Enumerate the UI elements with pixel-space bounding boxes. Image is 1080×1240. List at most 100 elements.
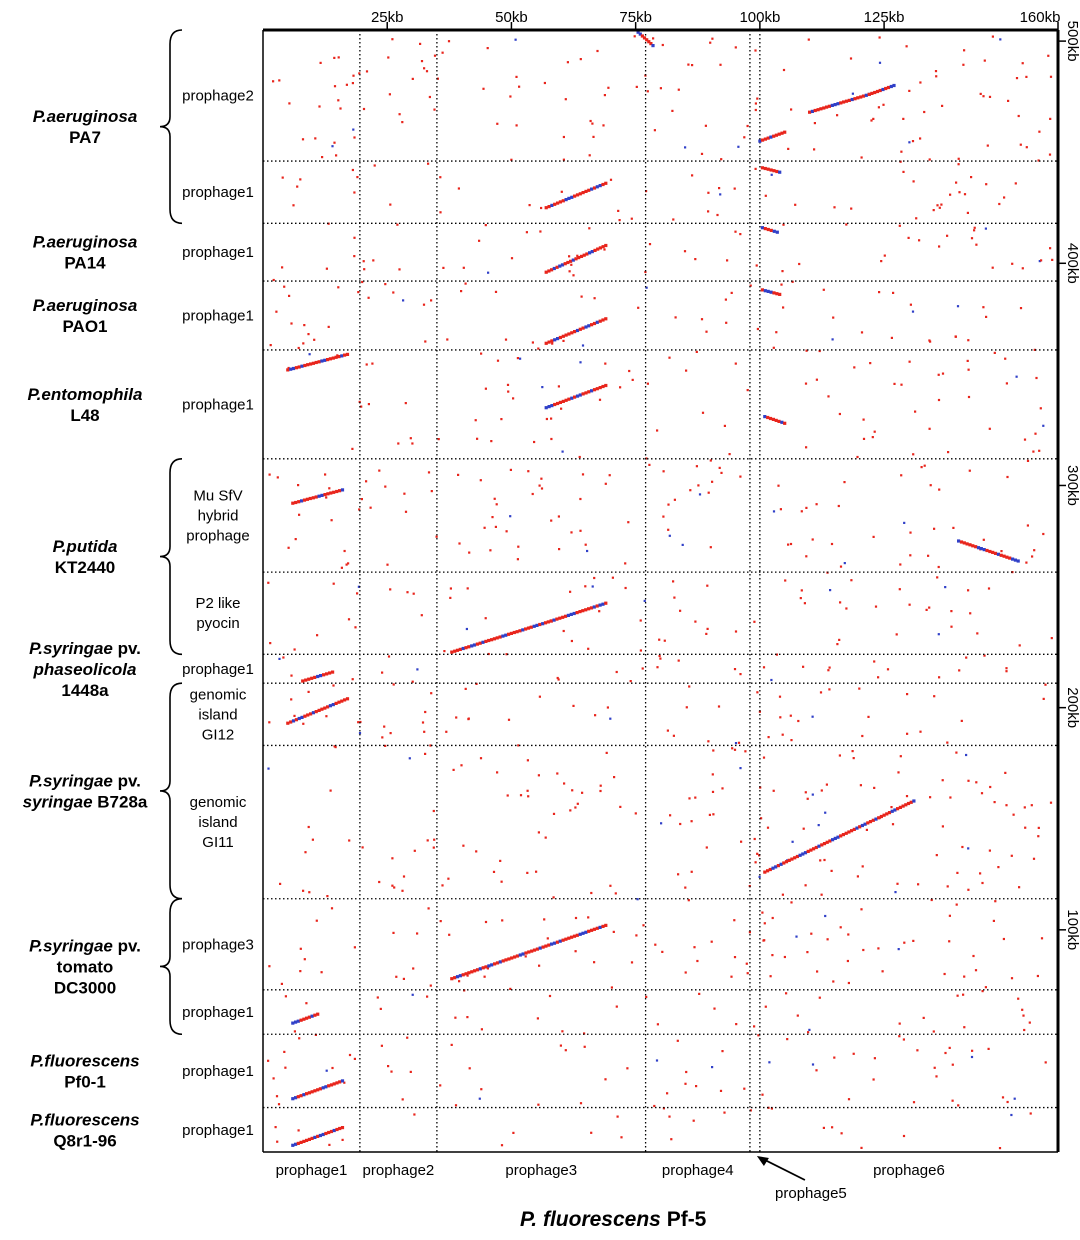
background-dot xyxy=(938,206,941,209)
background-dot xyxy=(684,886,687,889)
alignment-point xyxy=(493,962,497,966)
alignment-point xyxy=(896,807,900,811)
alignment-point xyxy=(827,104,831,108)
alignment-point xyxy=(313,1013,317,1017)
background-dot xyxy=(343,1081,346,1084)
background-dot xyxy=(404,402,407,405)
alignment-point xyxy=(598,603,602,607)
background-dot xyxy=(903,941,906,944)
alignment-point xyxy=(560,263,565,267)
background-dot xyxy=(800,510,803,513)
background-dot xyxy=(292,204,295,207)
background-dot xyxy=(610,986,613,989)
background-dot xyxy=(576,254,579,257)
background-dot xyxy=(293,648,296,651)
alignment-point xyxy=(642,36,647,40)
alignment-point xyxy=(774,418,778,422)
alignment-point xyxy=(467,971,471,975)
background-dot xyxy=(279,882,282,885)
background-dot xyxy=(527,470,530,473)
alignment-point xyxy=(870,91,874,95)
alignment-point xyxy=(810,109,814,113)
background-dot xyxy=(763,939,766,942)
alignment-point xyxy=(889,84,893,89)
alignment-point xyxy=(294,366,298,370)
alignment-point xyxy=(338,1080,342,1084)
background-dot xyxy=(828,666,831,669)
alignment-point xyxy=(581,326,585,330)
alignment-point xyxy=(307,1091,311,1095)
alignment-point xyxy=(779,862,783,866)
background-dot xyxy=(619,805,622,808)
organism-label: P.entomophila xyxy=(28,385,143,404)
alignment-point xyxy=(481,966,485,970)
background-dot xyxy=(384,485,387,488)
background-dot xyxy=(525,231,528,234)
background-dot xyxy=(556,676,559,680)
background-dot xyxy=(564,1049,567,1052)
alignment-point xyxy=(504,958,508,962)
alignment-point xyxy=(490,963,494,967)
alignment-point xyxy=(305,1016,309,1020)
organism-label-part: P.aeruginosa xyxy=(33,107,138,126)
background-dot xyxy=(590,1131,593,1134)
alignment-segment xyxy=(544,317,608,345)
background-dot xyxy=(411,442,414,445)
alignment-point xyxy=(578,192,582,196)
background-dot xyxy=(429,744,432,747)
x-tick-label: 125kb xyxy=(864,9,905,26)
background-dot xyxy=(980,792,984,795)
background-dot xyxy=(297,346,300,350)
alignment-point xyxy=(507,957,511,961)
background-dot xyxy=(908,89,911,92)
background-dot xyxy=(667,503,670,506)
background-dot xyxy=(449,587,452,590)
alignment-point xyxy=(302,1139,306,1143)
alignment-point xyxy=(906,801,911,806)
background-dot xyxy=(668,534,671,537)
background-dot xyxy=(825,783,828,786)
background-dot xyxy=(916,1049,919,1052)
background-dot xyxy=(929,796,932,799)
background-dot xyxy=(379,1007,382,1010)
alignment-point xyxy=(636,30,640,34)
alignment-point xyxy=(830,103,834,107)
background-dot xyxy=(267,767,270,770)
alignment-point xyxy=(544,206,548,210)
background-dot xyxy=(594,714,597,717)
background-dot xyxy=(833,206,836,209)
background-dot xyxy=(432,809,435,813)
alignment-point xyxy=(303,714,307,718)
alignment-point xyxy=(763,166,767,171)
background-dot xyxy=(782,223,785,226)
alignment-point xyxy=(784,860,789,864)
background-dot xyxy=(836,643,839,646)
x-tick-label: 75kb xyxy=(619,9,652,26)
alignment-point xyxy=(561,615,565,619)
alignment-point xyxy=(567,936,571,940)
background-dot xyxy=(743,1087,746,1090)
x-tick-label: 100kb xyxy=(739,9,780,26)
alignment-point xyxy=(294,1096,298,1100)
organism-label: PA14 xyxy=(64,254,106,273)
background-dot xyxy=(478,239,481,242)
background-dot xyxy=(690,820,693,823)
background-dot xyxy=(946,741,949,744)
background-dot xyxy=(620,1136,623,1139)
background-dot xyxy=(860,1146,863,1149)
x-region-label-prophage5: prophage5 xyxy=(775,1185,847,1202)
background-dot xyxy=(787,543,790,546)
alignment-point xyxy=(544,270,548,274)
background-dot xyxy=(491,516,494,519)
alignment-point xyxy=(596,247,600,251)
alignment-point xyxy=(317,494,321,498)
alignment-point xyxy=(313,1135,317,1139)
background-dot xyxy=(303,958,306,961)
background-dot xyxy=(384,283,387,286)
background-dot xyxy=(900,150,903,153)
alignment-point xyxy=(581,392,585,396)
background-dot xyxy=(671,109,674,112)
organism-label-part: P.aeruginosa xyxy=(33,233,138,252)
alignment-point xyxy=(322,673,326,677)
